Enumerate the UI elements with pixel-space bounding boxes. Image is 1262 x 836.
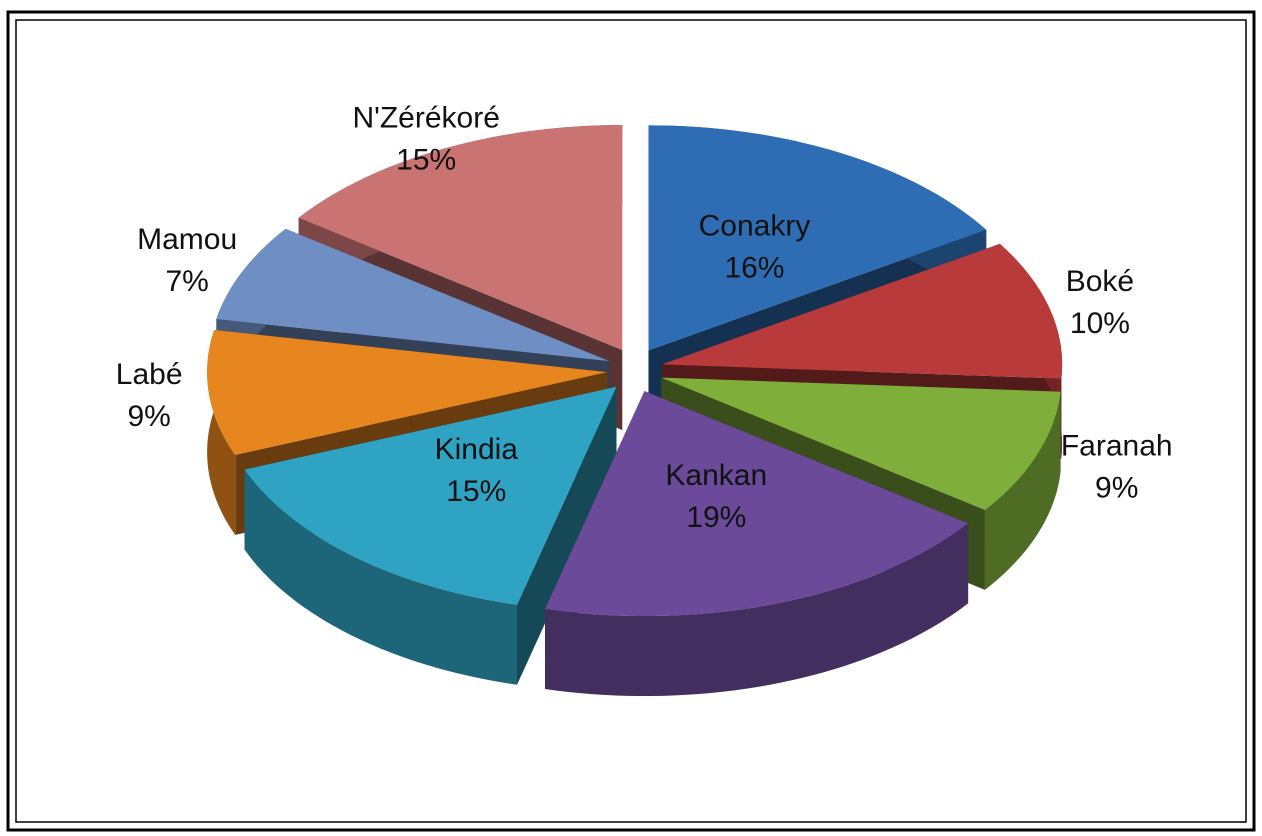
slice [244, 386, 617, 685]
slice-value-label: 10% [1070, 307, 1130, 340]
slice-value-label: 9% [127, 400, 170, 433]
slice [207, 329, 608, 455]
slice-edge [984, 391, 1061, 590]
slice-value-label: 7% [165, 265, 208, 298]
slice-value-label: 15% [396, 143, 456, 176]
slice [216, 228, 610, 362]
slice-value-label: 9% [1095, 471, 1138, 504]
slice-label: Conakry [699, 210, 811, 243]
slice [661, 377, 1061, 510]
slice [662, 243, 1063, 379]
slice-edge [244, 469, 518, 685]
slice [545, 391, 969, 617]
frame-outer [6, 10, 1256, 832]
slice-value-label: 16% [724, 252, 784, 285]
slice [648, 125, 987, 351]
slice [545, 391, 969, 697]
slice-value-label: 15% [446, 475, 506, 508]
slice [244, 386, 617, 605]
slice-label: Labé [116, 358, 183, 391]
slice-label: Kindia [435, 433, 519, 466]
frame-inner [15, 19, 1247, 823]
slice-label: Boké [1066, 265, 1134, 298]
slice-value-label: 19% [686, 501, 746, 534]
slice-label: Kankan [665, 459, 767, 492]
slice [298, 125, 623, 351]
slice-label: Faranah [1061, 429, 1173, 462]
slice-label: Mamou [137, 223, 237, 256]
slice-edge [545, 523, 969, 697]
slice-label: N'Zérékoré [352, 101, 499, 134]
